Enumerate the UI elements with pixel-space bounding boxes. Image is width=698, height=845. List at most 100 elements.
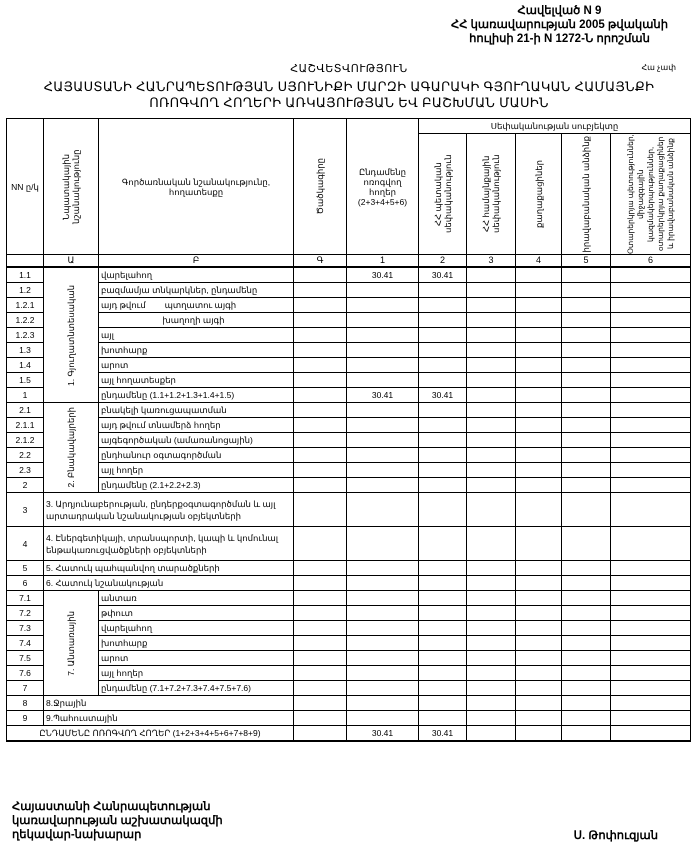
value-cell xyxy=(466,417,516,433)
table-row: 7.5 արոտ xyxy=(6,650,692,666)
value-cell xyxy=(515,447,562,463)
value-cell xyxy=(561,447,611,463)
header-code: Ծածկագիրը xyxy=(293,118,347,255)
value-cell xyxy=(293,590,347,606)
row-label: թփուտ xyxy=(98,605,294,621)
value-cell xyxy=(346,620,419,636)
row-code: 7.2 xyxy=(6,605,44,621)
row-code: 1.1 xyxy=(6,266,44,283)
value-cell xyxy=(293,282,347,298)
value-cell xyxy=(515,357,562,373)
index-cell: Գ xyxy=(293,254,347,268)
value-cell xyxy=(609,575,692,591)
value-cell xyxy=(346,590,419,606)
value-cell xyxy=(466,282,516,298)
value-cell xyxy=(346,477,419,493)
value-cell xyxy=(346,560,419,576)
value-cell xyxy=(609,357,692,373)
index-cell: 1 xyxy=(346,254,419,268)
value-cell xyxy=(561,312,611,328)
value-cell xyxy=(293,560,347,576)
row-label: խաղողի այգի xyxy=(98,312,294,328)
value-cell xyxy=(418,342,467,358)
annex-line: Հավելված N 9 xyxy=(517,5,602,17)
index-cell: 2 xyxy=(418,254,467,268)
table-row: 1.3 խոտհարք xyxy=(6,342,692,358)
value-cell xyxy=(561,417,611,433)
value-cell xyxy=(466,372,516,388)
table-row: 7.6 այլ հողեր xyxy=(6,665,692,681)
footer-line: Հայաստանի Հանրապետության xyxy=(12,801,211,813)
land-table: NN ը/կ Նպատակային նշանակությունը Գործառն… xyxy=(6,118,692,742)
value-cell xyxy=(418,357,467,373)
row-label: ընդհանուր օգտագործման xyxy=(98,447,294,463)
value-cell xyxy=(609,432,692,448)
row-code: 7.5 xyxy=(6,650,44,666)
row-label: 4. Էներգետիկայի, տրանսպորտի, կապի և կոմո… xyxy=(43,526,294,561)
signature-name: Ս. Թոփուզյան xyxy=(573,830,658,842)
value-cell xyxy=(293,447,347,463)
value-cell xyxy=(346,665,419,681)
value-cell xyxy=(515,266,562,283)
row-label: բազմամյա տնկարկներ, ընդամենը xyxy=(98,282,294,298)
group-label: 7. Անտառային xyxy=(43,590,99,696)
value-cell xyxy=(293,605,347,621)
row-code: 7.1 xyxy=(6,590,44,606)
row-code: 1 xyxy=(6,387,44,403)
value-cell xyxy=(466,477,516,493)
value-cell xyxy=(609,447,692,463)
value-cell xyxy=(346,312,419,328)
value-cell xyxy=(466,635,516,651)
table-row: 5 5. Հատուկ պահպանվող տարածքների xyxy=(6,560,692,576)
value-cell xyxy=(609,372,692,388)
row-code: 7.3 xyxy=(6,620,44,636)
value-cell xyxy=(346,357,419,373)
value-cell xyxy=(609,387,692,403)
row-code: 1.5 xyxy=(6,372,44,388)
row-code: 8 xyxy=(6,695,44,711)
value-cell xyxy=(466,680,516,696)
value-cell xyxy=(418,462,467,478)
row-code: 7.6 xyxy=(6,665,44,681)
value-cell xyxy=(515,342,562,358)
value-cell xyxy=(293,372,347,388)
footer-line: ղեկավար-նախարար xyxy=(12,829,142,841)
title-line: ՀԱՅԱՍՏԱՆԻ ՀԱՆՐԱՊԵՏՈՒԹՅԱՆ ՍՅՈՒՆԻՔԻ ՄԱՐԶԻ … xyxy=(43,79,655,94)
value-cell xyxy=(293,620,347,636)
value-cell: 30.41 xyxy=(418,266,467,283)
header-nn: NN ը/կ xyxy=(6,118,44,255)
value-cell xyxy=(609,680,692,696)
table-row: 1.2.2 խաղողի այգի xyxy=(6,312,692,328)
header-c3: ՀՀ համայնքային սեփականություն xyxy=(466,133,516,255)
table-row: 2 ընդամենը (2.1+2.2+2.3) xyxy=(6,477,692,493)
value-cell xyxy=(293,710,347,726)
value-cell xyxy=(561,560,611,576)
value-cell xyxy=(346,492,419,527)
total-label: ԸՆԴԱՄԵՆԸ ՈՌՈԳՎՈՂ ՀՈՂԵՐ (1+2+3+4+5+6+7+8+… xyxy=(6,725,294,742)
header-total: Ընդամենը ոռոգվող հողեր (2+3+4+5+6) xyxy=(346,118,419,255)
value-cell xyxy=(609,665,692,681)
value-cell xyxy=(418,402,467,418)
value-cell xyxy=(346,710,419,726)
row-label: այգեգործական (ամառանոցային) xyxy=(98,432,294,448)
value-cell: 30.41 xyxy=(346,387,419,403)
value-cell xyxy=(418,665,467,681)
value-cell xyxy=(561,635,611,651)
value-cell xyxy=(561,297,611,313)
total-value-cell: 30.41 xyxy=(346,725,419,742)
value-cell xyxy=(609,297,692,313)
table-row: 1.2.1 այդ թվում պտղատու այգի xyxy=(6,297,692,313)
value-cell xyxy=(293,402,347,418)
value-cell xyxy=(561,432,611,448)
annex-line: հուլիսի 21-ի N 1272-Ն որոշման xyxy=(469,33,650,45)
value-cell xyxy=(515,605,562,621)
value-cell xyxy=(515,680,562,696)
value-cell xyxy=(609,560,692,576)
row-label: բնակելի կառուցապատման xyxy=(98,402,294,418)
header-purpose: Նպատակային նշանակությունը xyxy=(43,118,99,255)
value-cell: 30.41 xyxy=(346,266,419,283)
value-cell xyxy=(609,710,692,726)
value-cell xyxy=(418,327,467,343)
table-row: 2.1.2 այգեգործական (ամառանոցային) xyxy=(6,432,692,448)
value-cell xyxy=(609,492,692,527)
